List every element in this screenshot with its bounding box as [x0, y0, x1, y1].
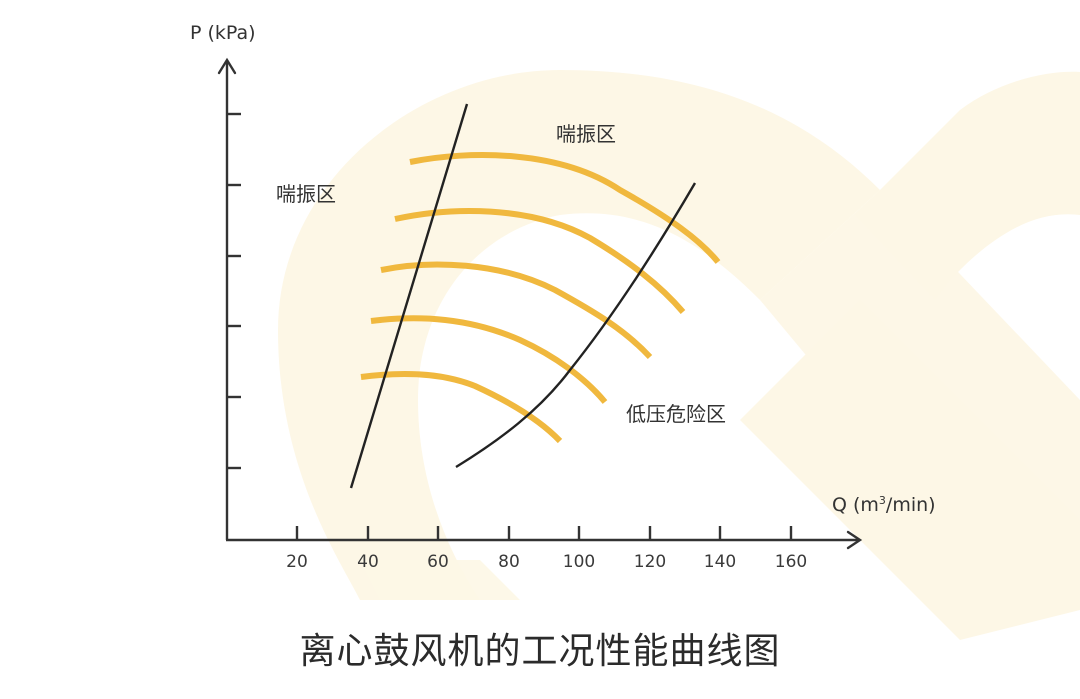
performance-curve-5 — [360, 370, 563, 444]
watermark-logo — [278, 70, 1080, 640]
surge-zone-label-top: 喘振区 — [556, 122, 616, 146]
x-tick-label: 100 — [562, 552, 596, 572]
x-tick-label: 40 — [357, 552, 379, 572]
x-tick-label: 20 — [286, 552, 308, 572]
x-axis-title: Q (m3/min) — [832, 494, 936, 516]
performance-curves — [360, 152, 721, 444]
low-pressure-boundary-line — [455, 182, 697, 469]
y-axis-title: P (kPa) — [190, 22, 256, 44]
x-axis-title-tail: /min) — [885, 494, 936, 516]
x-axis — [226, 526, 863, 550]
performance-curve-2 — [394, 208, 686, 314]
performance-curve-1 — [409, 152, 721, 264]
x-axis-title-sup: 3 — [878, 494, 886, 507]
chart-caption: 离心鼓风机的工况性能曲线图 — [299, 631, 781, 672]
performance-curve-4 — [370, 315, 608, 404]
x-tick-label: 120 — [633, 552, 667, 572]
surge-zone-label-left: 喘振区 — [276, 182, 336, 206]
x-tick-label: 80 — [498, 552, 520, 572]
y-axis — [217, 57, 241, 540]
boundary-lines — [349, 103, 697, 489]
x-tick-label: 60 — [427, 552, 449, 572]
surge-boundary-line — [349, 103, 469, 489]
x-tick-label: 160 — [774, 552, 808, 572]
x-axis-title-main: Q (m — [832, 494, 879, 516]
low-pressure-zone-label: 低压危险区 — [626, 402, 726, 426]
x-tick-label: 140 — [703, 552, 737, 572]
performance-curve-3 — [380, 261, 653, 360]
